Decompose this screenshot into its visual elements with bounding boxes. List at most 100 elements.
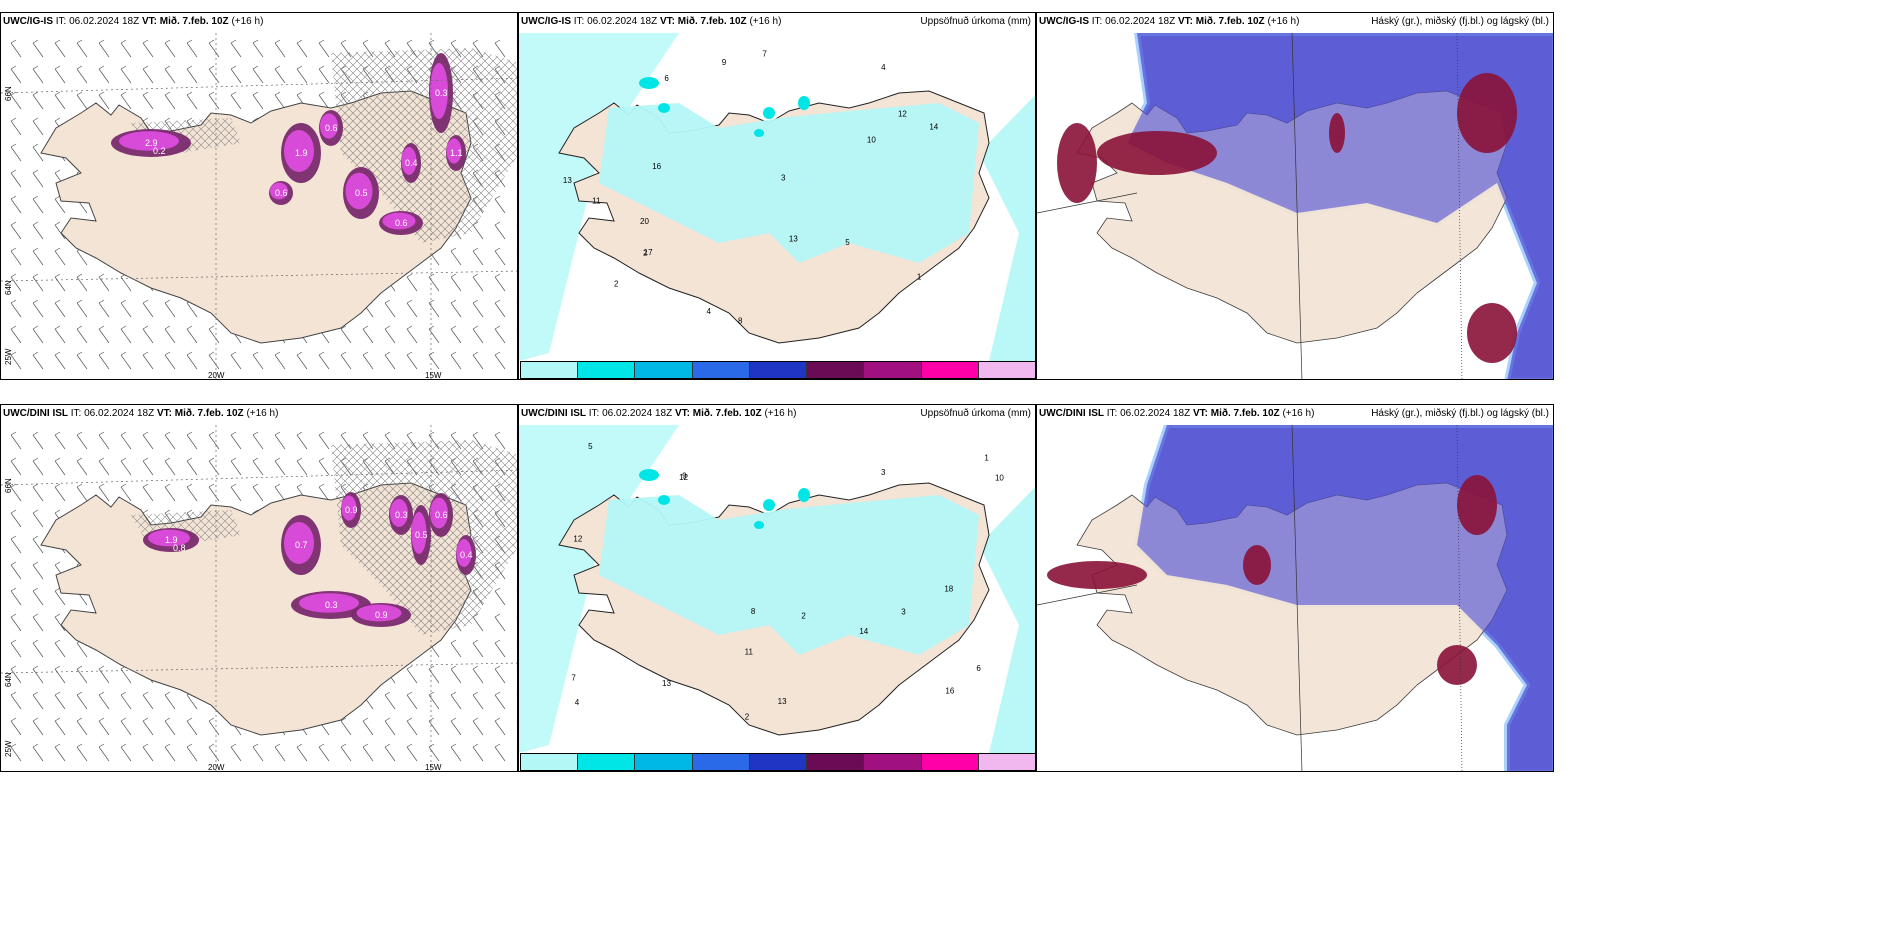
snow-value-label: 1.9 — [165, 535, 178, 545]
snow-core — [341, 495, 357, 521]
vt-label: VT: — [141, 16, 157, 27]
precip-value-label: 7 — [762, 50, 767, 59]
lead-time: (+16 h) — [231, 16, 264, 27]
snow-value-label: 0.5 — [415, 530, 428, 540]
legend-tick-label: 50 — [690, 771, 699, 772]
snow-core — [411, 512, 427, 554]
legend-tick-label: 400 — [974, 379, 987, 380]
legend-ticks: 1 10 25 50 75 100 150 200 400 — [520, 771, 1036, 772]
snow-value-label: 0.6 — [435, 510, 448, 520]
panel-title: UWC/DINI ISL IT: 06.02.2024 18Z VT: Mið.… — [521, 408, 797, 419]
precip-value-label: 8 — [738, 316, 743, 325]
map-canvas — [1037, 33, 1553, 379]
field-title-wrap: Uppsöfnuð úrkoma (mm) — [920, 408, 1031, 419]
lead-time: (+16 h) — [246, 408, 279, 419]
it-value: 06.02.2024 18Z — [84, 408, 155, 419]
lead-time: (+16 h) — [1267, 16, 1300, 27]
map-panel-p1: UWC/IG-IS IT: 06.02.2024 18Z VT: Mið. 7.… — [0, 12, 518, 380]
precip-value-label: 9 — [722, 58, 727, 67]
legend-tick-label: 200 — [917, 379, 930, 380]
precip-max — [639, 77, 659, 89]
panel-title: UWC/IG-IS IT: 06.02.2024 18Z VT: Mið. 7.… — [521, 16, 782, 27]
snow-value-label: 0.3 — [325, 600, 338, 610]
panel-title: UWC/DINI ISL IT: 06.02.2024 18Z VT: Mið.… — [3, 408, 279, 419]
field-title-wrap: Háský (gr.), miðský (fj.bl.) og lágský (… — [1371, 16, 1549, 27]
field-title-wrap: Uppsöfnuð úrkoma (mm) — [920, 16, 1031, 27]
cloud-low — [1457, 475, 1497, 535]
legend-swatch — [692, 362, 750, 378]
model-name: UWC/DINI ISL — [1039, 408, 1104, 419]
vt-label: VT: — [674, 408, 690, 419]
snow-value-label: 0.4 — [405, 158, 418, 168]
snow-value-label: 0.6 — [275, 188, 288, 198]
precip-value-label: 18 — [944, 585, 953, 594]
legend-tick-label: 1 — [521, 771, 525, 772]
lat-label-66n: 66N — [4, 86, 13, 101]
map-panel-p2: UWC/IG-IS IT: 06.02.2024 18Z VT: Mið. 7.… — [518, 12, 1036, 380]
it-value: 06.02.2024 18Z — [587, 16, 658, 27]
lat-label-66n: 66N — [4, 478, 13, 493]
precip-value-label: 4 — [575, 698, 580, 707]
vt-value: Mið. 7.feb. 10Z — [159, 16, 229, 27]
snow-value-label: 0.5 — [355, 188, 368, 198]
model-name: UWC/DINI ISL — [521, 408, 586, 419]
cloud-low — [1467, 303, 1517, 363]
vt-label: VT: — [1192, 408, 1208, 419]
precip-legend — [520, 753, 1035, 771]
snow-core — [299, 593, 359, 613]
snow-core — [284, 522, 314, 564]
precip-value-label: 2 — [745, 713, 750, 722]
snow-value-label: 0.6 — [325, 123, 338, 133]
precip-value-label: 13 — [789, 234, 798, 243]
legend-swatch — [578, 362, 636, 378]
vt-value: Mið. 7.feb. 10Z — [174, 408, 244, 419]
snow-value-label: 0.8 — [173, 543, 186, 553]
field-title-wrap: Háský (gr.), miðský (fj.bl.) og lágský (… — [1371, 408, 1549, 419]
snow-value-label: 0.9 — [375, 610, 388, 620]
it-label: IT: — [55, 16, 67, 27]
legend-swatch — [864, 754, 922, 770]
cloud-overlay — [1127, 33, 1553, 379]
field-title: Uppsöfnuð úrkoma (mm) — [920, 408, 1031, 419]
hatched-area — [331, 48, 517, 243]
precip-value-label: 14 — [859, 627, 868, 636]
legend-tick-label: 400 — [974, 771, 987, 772]
precip-value-label: 11 — [592, 196, 601, 205]
snow-core — [430, 63, 448, 119]
map-panel-p3: UWC/IG-IS IT: 06.02.2024 18Z VT: Mið. 7.… — [1036, 12, 1554, 380]
cloud-low — [1329, 113, 1345, 153]
precip-max — [658, 495, 670, 505]
legend-tick-label: 25 — [632, 771, 641, 772]
it-label: IT: — [1091, 16, 1103, 27]
legend-swatch — [635, 362, 693, 378]
legend-swatch — [521, 362, 579, 378]
snow-value-label: 1.9 — [295, 148, 308, 158]
snow-core — [345, 172, 373, 210]
precip-area — [519, 425, 679, 753]
map-panel-p5: UWC/DINI ISL IT: 06.02.2024 18Z VT: Mið.… — [518, 404, 1036, 772]
grid-parallel — [1, 77, 517, 94]
legend-ticks: 1 10 25 50 75 100 150 200 400 — [520, 379, 1036, 380]
legend-tick-label: 100 — [802, 771, 815, 772]
precip-max — [658, 103, 670, 113]
snow-value-label: 0.6 — [395, 218, 408, 228]
precip-value-label: 5 — [845, 238, 850, 247]
grid-parallel — [1, 662, 517, 674]
legend-tick-label: 150 — [859, 379, 872, 380]
precip-value-label: 4 — [881, 63, 886, 72]
lon-label-25w: 25W — [4, 348, 13, 365]
grid-parallel — [1, 469, 517, 486]
lead-time: (+16 h) — [764, 408, 797, 419]
legend-swatch — [807, 754, 865, 770]
precip-value-label: 3 — [781, 174, 786, 183]
precip-value-label: 6 — [664, 74, 669, 83]
map-canvas: 1.9 0.7 0.3 0.9 0.5 0.6 0.3 0.9 0.4 0.8 — [1, 425, 517, 771]
legend-tick-label: 75 — [747, 379, 756, 380]
cloud-low — [1243, 545, 1271, 585]
snow-value-label: 0.2 — [153, 146, 166, 156]
precip-value-label: 10 — [995, 474, 1004, 483]
snow-core — [284, 130, 314, 172]
map-panel-p4: UWC/DINI ISL IT: 06.02.2024 18Z VT: Mið.… — [0, 404, 518, 772]
snow-value-label: 0.3 — [395, 510, 408, 520]
it-value: 06.02.2024 18Z — [602, 408, 673, 419]
